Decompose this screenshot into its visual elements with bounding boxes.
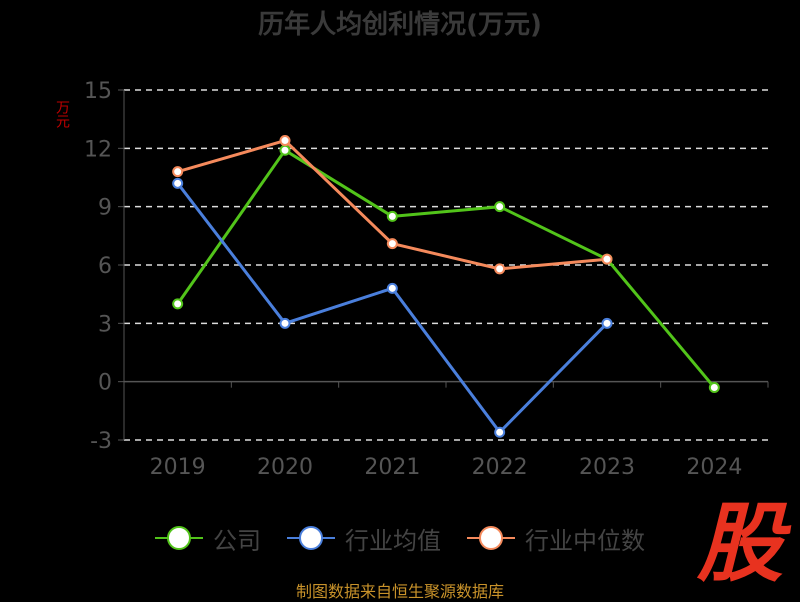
legend-marker-company xyxy=(167,526,191,550)
legend-swatch-industry-mean xyxy=(287,526,335,550)
legend-swatch-company xyxy=(155,526,203,550)
series-company-point xyxy=(708,382,720,393)
series-company-line xyxy=(176,148,716,389)
series-industry-median-point xyxy=(494,263,506,275)
series-layer xyxy=(172,135,720,438)
legend-label-industry-median: 行业中位数 xyxy=(525,526,645,555)
x-tick-label: 2021 xyxy=(364,455,420,480)
data-source-note: 制图数据来自恒生聚源数据库 xyxy=(295,582,504,601)
series-industry-mean-point xyxy=(601,317,613,329)
legend: 公司 行业均值 行业中位数 xyxy=(0,518,800,558)
brand-logo: 股 xyxy=(697,494,783,594)
series-industry-median-point xyxy=(601,253,613,265)
x-tick-label: 2024 xyxy=(686,455,742,480)
legend-item-company[interactable]: 公司 xyxy=(155,521,261,556)
axis-layer: -3 0 3 6 9 12 15 2019 2020 2021 2022 2023 2024 xyxy=(84,79,769,480)
y-tick-label: 3 xyxy=(98,312,112,337)
series-industry-median-point xyxy=(386,238,398,250)
series-industry-mean-point xyxy=(279,317,291,329)
legend-marker-industry-median xyxy=(479,526,503,550)
y-tick-label: -3 xyxy=(90,429,112,454)
series-company-point xyxy=(172,298,184,310)
legend-label-company: 公司 xyxy=(213,526,261,555)
y-tick-label: 12 xyxy=(84,137,112,162)
series-industry-mean-point xyxy=(386,282,398,294)
y-tick-label: 15 xyxy=(84,79,112,104)
y-tick-label: 9 xyxy=(98,196,112,221)
chart-title: 历年人均创利情况(万元) xyxy=(258,10,542,40)
legend-item-industry-mean[interactable]: 行业均值 xyxy=(287,521,441,556)
x-tick-label: 2022 xyxy=(472,455,528,480)
x-tick-label: 2023 xyxy=(579,455,635,480)
x-tick-label: 2019 xyxy=(150,455,206,480)
legend-swatch-industry-median xyxy=(467,526,515,550)
series-industry-median-point xyxy=(172,166,184,178)
y-tick-label: 0 xyxy=(98,371,112,396)
legend-item-industry-median[interactable]: 行业中位数 xyxy=(467,521,645,556)
y-tick-label: 6 xyxy=(98,254,112,279)
x-tick-label: 2020 xyxy=(257,455,313,480)
legend-marker-industry-mean xyxy=(299,526,323,550)
series-company-point xyxy=(494,201,506,213)
legend-label-industry-mean: 行业均值 xyxy=(345,526,441,555)
series-company-point xyxy=(279,144,291,156)
series-industry-median-point xyxy=(279,135,291,147)
series-industry-median-line xyxy=(177,139,608,271)
series-industry-mean-point xyxy=(172,177,184,189)
y-axis-unit-label: 万元 xyxy=(54,100,70,128)
series-industry-mean-point xyxy=(494,426,506,438)
series-company-point xyxy=(386,210,398,222)
